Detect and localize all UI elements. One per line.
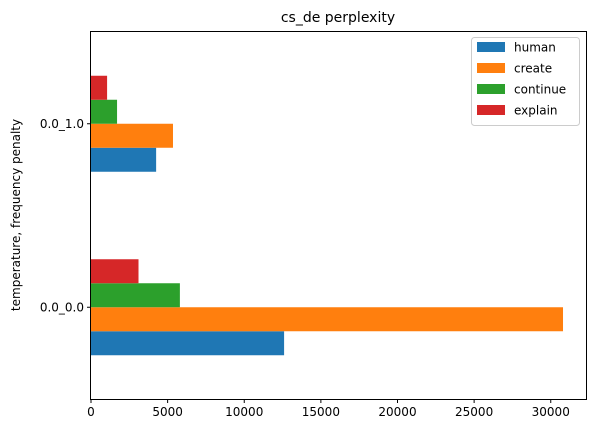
bars-layer — [91, 75, 564, 356]
bar-continue-0.0_0.0 — [91, 283, 180, 308]
x-tick-label: 15000 — [302, 405, 340, 419]
bar-create-0.0_0.0 — [91, 307, 564, 332]
legend-frame — [471, 37, 580, 126]
plot-frame — [90, 31, 587, 400]
legend-label-continue: continue — [514, 83, 566, 97]
x-tick-label: 0 — [87, 405, 95, 419]
x-tick-label: 25000 — [455, 405, 493, 419]
bar-human-0.0_1.0 — [91, 147, 157, 172]
x-axis-ticks: 0 5000 10000 15000 20000 25000 30000 — [87, 399, 570, 419]
y-axis-ticks: 0.0_0.0 0.0_1.0 — [40, 117, 91, 314]
legend-swatch-create — [477, 63, 505, 73]
chart-title: cs_de perplexity — [281, 10, 395, 26]
legend-label-human: human — [514, 41, 556, 55]
legend-label-create: create — [514, 62, 552, 76]
x-tick-label: 10000 — [225, 405, 263, 419]
y-tick-label: 0.0_0.0 — [40, 300, 84, 314]
legend: human create continue explain — [471, 37, 580, 126]
x-tick-label: 20000 — [378, 405, 416, 419]
bar-continue-0.0_1.0 — [91, 99, 118, 124]
legend-swatch-explain — [477, 105, 505, 115]
x-tick-label: 30000 — [532, 405, 570, 419]
bar-explain-0.0_1.0 — [91, 75, 108, 100]
legend-label-explain: explain — [514, 104, 558, 118]
bar-explain-0.0_0.0 — [91, 259, 139, 284]
legend-items: human create continue explain — [477, 41, 566, 118]
y-tick-label: 0.0_1.0 — [40, 117, 84, 131]
x-tick-label: 5000 — [152, 405, 183, 419]
bar-create-0.0_1.0 — [91, 123, 173, 148]
bar-human-0.0_0.0 — [91, 331, 285, 356]
legend-swatch-human — [477, 42, 505, 52]
y-axis-label: temperature, frequency penalty — [9, 119, 23, 311]
legend-swatch-continue — [477, 84, 505, 94]
